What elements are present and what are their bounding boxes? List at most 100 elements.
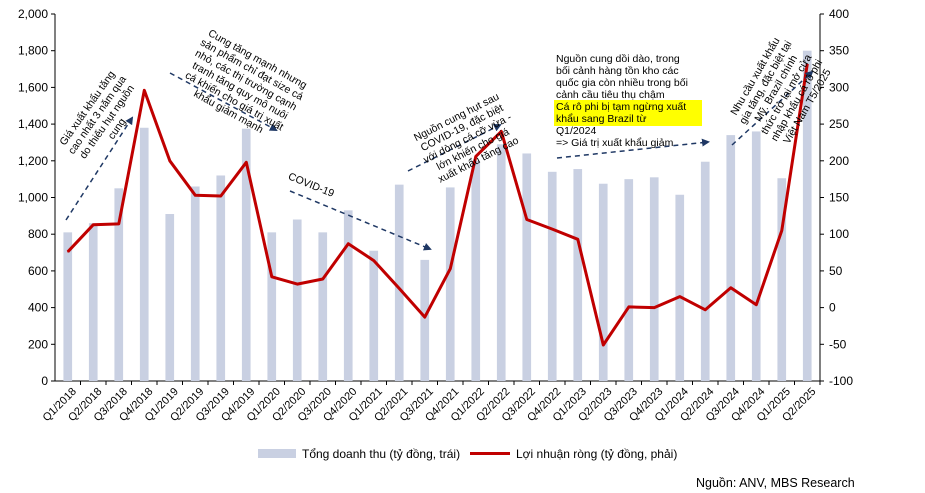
profit-point (220, 195, 222, 197)
revenue-bar (190, 186, 200, 381)
annotation-arrow-4 (407, 124, 502, 172)
revenue-bar (471, 160, 481, 381)
revenue-bar (624, 179, 634, 381)
revenue-bar (139, 127, 149, 382)
revenue-bar (216, 175, 226, 381)
right-tick-label: 200 (829, 154, 849, 168)
annotation-line-highlighted: khẩu sang Brazil từ (556, 113, 647, 125)
annotation-arrow-6 (731, 70, 814, 146)
annotation-export-price-peak: Giá xuất khẩu tăngcao nhất 3 năm quado t… (56, 67, 149, 171)
revenue-bar (802, 50, 812, 381)
left-tick-label: 1,600 (18, 80, 48, 94)
left-tick-label: 1,000 (18, 191, 48, 205)
legend-label-profit: Lợi nhuận ròng (tỷ đồng, phải) (516, 447, 677, 461)
revenue-bar (445, 187, 455, 381)
annotation-covid: COVID-19 (286, 171, 336, 200)
profit-line (66, 63, 809, 347)
profit-point (526, 218, 528, 221)
annotation-arrow-5 (556, 138, 710, 159)
revenue-bar (63, 232, 73, 381)
revenue-bar (700, 161, 710, 381)
revenue-bar (573, 169, 583, 381)
right-tick-label: 0 (829, 301, 836, 315)
left-tick-label: 1,400 (18, 117, 48, 131)
revenue-bar (369, 250, 379, 381)
right-tick-label: 350 (829, 44, 849, 58)
profit-point (271, 276, 273, 278)
right-tick-label: -50 (829, 337, 847, 351)
annotation-line: => Giá trị xuất khẩu giảm (556, 137, 674, 149)
revenue-bar (318, 232, 328, 381)
annotation-line: cảnh cầu tiêu thụ chậm (556, 89, 665, 101)
profit-point (322, 278, 324, 280)
revenue-bar (496, 144, 506, 381)
profit-point (653, 307, 655, 309)
profit-point (245, 161, 247, 163)
profit-point (755, 304, 757, 306)
annotation-arrow-2 (169, 72, 278, 131)
profit-line-series (66, 63, 809, 347)
profit-point (296, 283, 298, 285)
annotation-line: COVID-19 (286, 171, 336, 200)
profit-point (194, 194, 196, 196)
revenue-bar (241, 128, 251, 381)
revenue-bar (267, 232, 277, 381)
right-tick-label: 50 (829, 264, 843, 278)
revenue-bar (751, 131, 761, 381)
legend-swatch-revenue (258, 449, 296, 458)
highlight (554, 100, 702, 126)
revenue-bar (522, 153, 532, 381)
left-tick-label: 800 (28, 227, 48, 241)
left-tick-label: 0 (41, 374, 48, 388)
right-tick-label: 100 (829, 227, 849, 241)
profit-point (475, 155, 477, 157)
annotation-arrow-3 (289, 190, 432, 251)
left-tick-label: 200 (28, 337, 48, 351)
annotation-oversupply: Cung tăng mạnh nhưngsản phẩm chỉ đạt siz… (175, 26, 311, 145)
profit-point (730, 287, 732, 289)
revenue-bar (598, 183, 608, 381)
profit-point (118, 223, 120, 225)
profit-point (551, 228, 553, 230)
revenue-bar (292, 219, 302, 381)
profit-point (424, 316, 426, 318)
right-tick-label: -100 (829, 374, 853, 388)
profit-point (169, 160, 171, 162)
profit-point (806, 63, 808, 65)
left-tick-label: 1,200 (18, 154, 48, 168)
profit-point (449, 268, 451, 270)
profit-point (67, 251, 69, 253)
revenue-bar (675, 194, 685, 381)
left-tick-label: 1,800 (18, 44, 48, 58)
profit-point (679, 295, 681, 298)
annotation-line-highlighted: Q1/2024 (556, 125, 596, 137)
left-tick-label: 600 (28, 264, 48, 278)
annotation-line-highlighted: Cá rô phi bị tạm ngừng xuất (556, 101, 686, 113)
profit-point (143, 89, 145, 91)
profit-point (781, 229, 783, 232)
left-tick-label: 400 (28, 301, 48, 315)
profit-point (373, 260, 375, 262)
annotation-line: Nguồn cung dồi dào, trong (556, 53, 680, 65)
annotation-line: quốc gia còn nhiều trong bối (556, 77, 688, 89)
revenue-bar (420, 259, 430, 381)
revenue-bar (114, 188, 124, 381)
profit-point (628, 306, 630, 308)
annotation-post-covid: Nguồn cung hụt sauCOVID-19, đặc biệtvới … (411, 90, 525, 188)
source-note: Nguồn: ANV, MBS Research (696, 476, 855, 490)
left-tick-label: 2,000 (18, 7, 48, 21)
profit-point (92, 224, 94, 226)
right-tick-label: 250 (829, 117, 849, 131)
legend-label-revenue: Tổng doanh thu (tỷ đồng, trái) (302, 447, 460, 461)
right-tick-label: 400 (829, 7, 849, 21)
revenue-bar (394, 184, 404, 381)
revenue-bar (343, 210, 353, 381)
profit-point (577, 238, 579, 240)
legend: Tổng doanh thu (tỷ đồng, trái) Lợi nhuận… (258, 447, 677, 461)
revenue-bar (88, 223, 98, 381)
profit-point (602, 344, 604, 346)
revenue-bar (547, 171, 557, 381)
annotation-line: bối cảnh hàng tồn kho các (556, 65, 679, 77)
